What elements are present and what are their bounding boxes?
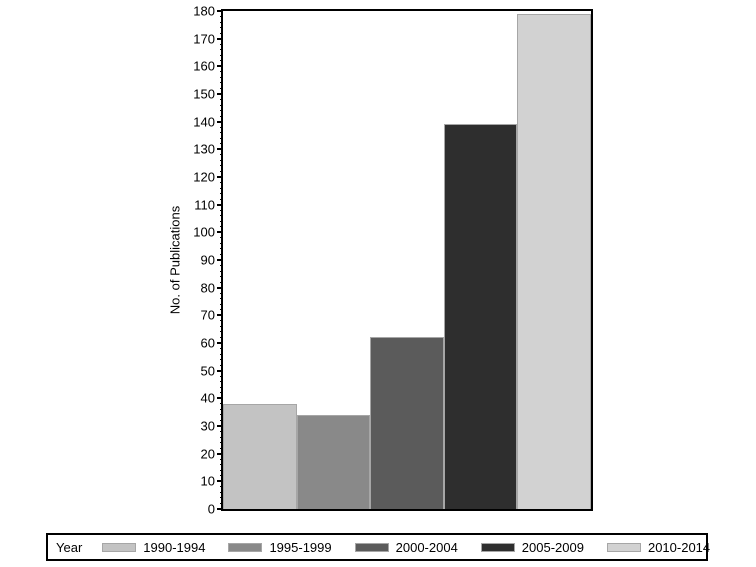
y-axis-major-tick — [217, 231, 223, 234]
legend-swatch-icon — [102, 542, 137, 552]
y-axis-major-tick — [217, 452, 223, 455]
legend-item-1995-1999: 1995-1999 — [228, 539, 332, 555]
y-axis-tick-label: 80 — [200, 280, 215, 296]
bar-2010-2014 — [517, 13, 591, 509]
y-axis-major-tick — [217, 176, 223, 178]
legend-item-label: 2005-2009 — [521, 539, 584, 555]
legend-item-2005-2009: 2005-2009 — [480, 539, 584, 555]
y-axis-major-tick — [217, 10, 223, 12]
y-axis-tick-label: 60 — [200, 335, 215, 351]
y-axis-tick-label: 140 — [193, 114, 215, 130]
bar-1995-1999 — [296, 414, 371, 509]
legend-swatch-icon — [228, 542, 263, 552]
bar-2005-2009 — [443, 124, 518, 509]
legend-item-2010-2014: 2010-2014 — [606, 539, 711, 555]
y-axis-major-tick — [217, 425, 223, 427]
y-axis-tick-label: 180 — [193, 3, 215, 19]
y-axis-major-tick — [217, 342, 223, 344]
y-axis-major-tick — [217, 480, 223, 483]
y-axis-major-tick — [217, 93, 223, 95]
legend-swatch-icon — [606, 542, 641, 552]
y-axis-major-tick — [217, 286, 223, 289]
y-axis-major-tick — [217, 65, 223, 68]
y-axis-tick-label: 50 — [200, 363, 215, 379]
y-axis-tick-label: 130 — [193, 141, 215, 157]
y-axis-tick-label: 160 — [193, 58, 215, 74]
y-axis-major-tick — [217, 259, 223, 261]
y-axis-major-tick — [217, 203, 223, 206]
y-axis-major-tick — [217, 369, 223, 372]
plot-area — [221, 9, 593, 511]
y-axis-tick-label: 90 — [200, 252, 215, 268]
y-axis-tick-label: 30 — [200, 418, 215, 434]
y-axis-tick-label: 0 — [207, 501, 215, 517]
y-axis-tick-label: 40 — [200, 390, 215, 406]
legend-title: Year — [56, 539, 83, 555]
legend-swatch-icon — [480, 542, 515, 552]
y-axis-tick-label: 70 — [200, 307, 215, 323]
legend-item-label: 1995-1999 — [269, 539, 332, 555]
y-axis-tick-label: 170 — [193, 31, 215, 47]
y-axis-tick-label: 100 — [193, 224, 215, 240]
legend-item-label: 2010-2014 — [647, 539, 711, 555]
y-axis-major-tick — [217, 120, 223, 123]
y-axis-major-tick — [217, 37, 223, 40]
legend-item-2000-2004: 2000-2004 — [354, 539, 458, 555]
legend-item-1990-1994: 1990-1994 — [102, 540, 205, 555]
bar-1990-1994 — [223, 403, 297, 509]
bar-2000-2004 — [370, 337, 444, 509]
legend-item-label: 2000-2004 — [395, 539, 458, 555]
y-axis-tick-label: 110 — [194, 197, 215, 213]
y-axis-tick-label: 150 — [193, 86, 215, 102]
y-axis-major-tick — [217, 148, 223, 151]
y-axis-major-tick — [217, 508, 223, 510]
y-axis-major-tick — [217, 397, 223, 400]
y-axis-tick-label: 20 — [200, 446, 215, 462]
legend: Year 1990-1994 1995-1999 2000-2004 2005-200… — [46, 533, 711, 561]
legend-swatch-icon — [354, 542, 389, 552]
y-axis-major-tick — [217, 314, 223, 317]
legend-item-label: 1990-1994 — [143, 539, 206, 555]
y-axis-tick-label: 120 — [193, 169, 215, 185]
y-axis-tick-label: 10 — [200, 473, 215, 489]
